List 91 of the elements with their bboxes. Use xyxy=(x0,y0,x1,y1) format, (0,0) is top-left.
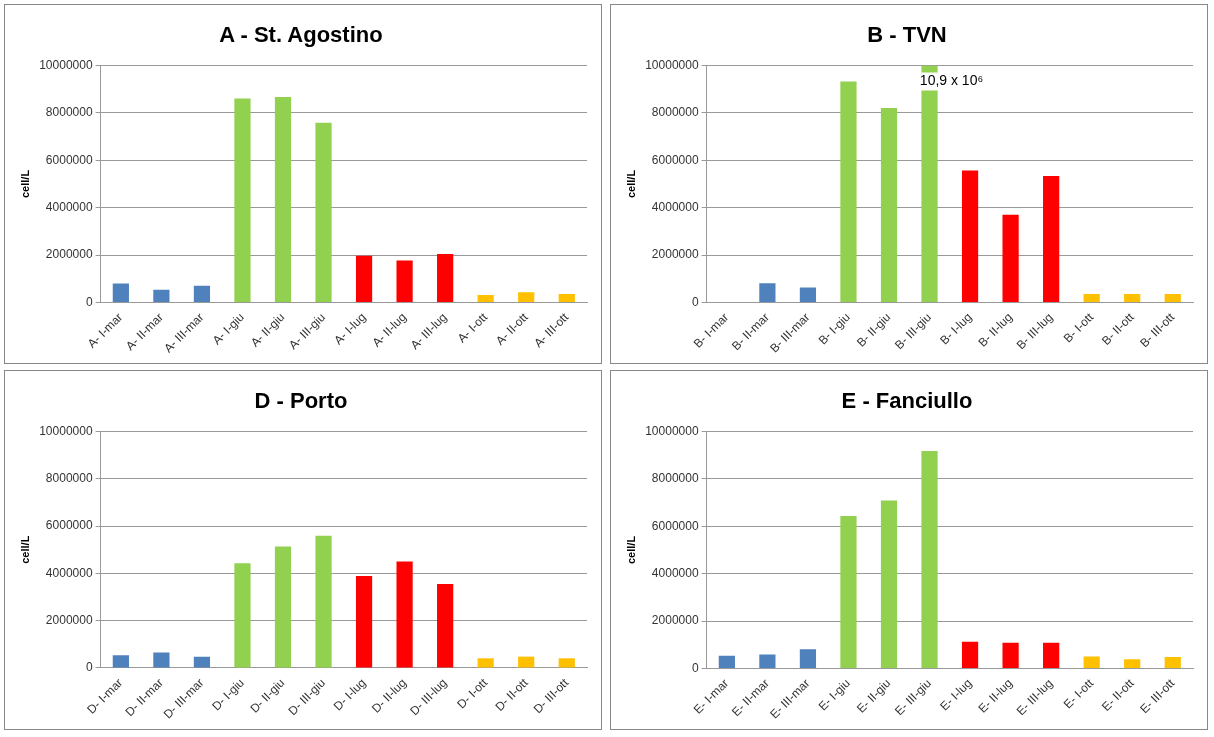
y-tick-label: 6000000 xyxy=(651,152,699,167)
bar xyxy=(234,98,251,302)
bar xyxy=(961,641,979,668)
y-tick-label: 4000000 xyxy=(651,565,699,580)
bar xyxy=(112,283,129,302)
y-axis-title: cell/L xyxy=(18,535,31,564)
y-tick-label: 2000000 xyxy=(651,613,699,628)
bar xyxy=(1002,642,1019,668)
x-tick-label: A- I-lug xyxy=(331,310,369,348)
x-tick-label: B- I-ott xyxy=(1060,309,1097,346)
chart-title: A - St. Agostino xyxy=(219,22,383,48)
bar xyxy=(193,656,211,668)
bar xyxy=(396,561,413,668)
bar xyxy=(759,654,776,668)
annotation: 10,9 x 10⁶ xyxy=(919,72,984,89)
bar xyxy=(112,655,129,668)
y-tick-label: 0 xyxy=(85,294,93,309)
bar xyxy=(355,255,373,302)
x-tick-label: E- I-giu xyxy=(815,676,853,714)
bar xyxy=(759,283,776,302)
bar xyxy=(234,563,251,668)
x-tick-label: A- I-ott xyxy=(454,309,491,346)
bar xyxy=(1043,176,1060,302)
bar xyxy=(961,170,979,302)
y-tick-label: 0 xyxy=(85,660,93,675)
bar xyxy=(1002,214,1019,302)
chart-title: B - TVN xyxy=(867,22,947,48)
bar xyxy=(718,655,735,668)
x-tick-label: D- I-lug xyxy=(330,675,369,714)
y-axis-title: cell/L xyxy=(18,169,31,198)
y-tick-label: 8000000 xyxy=(651,471,699,486)
chart-title: E - Fanciullo xyxy=(841,388,973,414)
bar xyxy=(840,516,857,668)
bar xyxy=(518,656,535,668)
bar xyxy=(274,546,292,668)
bar xyxy=(315,535,332,668)
bar xyxy=(1124,659,1141,668)
bar xyxy=(840,81,857,302)
bar xyxy=(1083,656,1100,668)
y-tick-label: 10000000 xyxy=(39,57,93,72)
x-tick-label: A- I-giu xyxy=(209,310,247,348)
y-tick-label: 6000000 xyxy=(651,518,699,533)
y-tick-label: 0 xyxy=(691,660,699,675)
y-tick-label: 8000000 xyxy=(45,471,93,486)
y-tick-label: 8000000 xyxy=(45,105,93,120)
x-tick-label: B- I-lug xyxy=(937,310,975,348)
x-tick-label: D- I-giu xyxy=(209,675,247,714)
y-axis-title: cell/L xyxy=(624,535,637,564)
bar xyxy=(153,289,170,302)
bar xyxy=(799,287,817,302)
bar xyxy=(921,451,938,668)
bar xyxy=(1164,293,1181,302)
y-tick-label: 4000000 xyxy=(45,199,93,214)
y-tick-label: 0 xyxy=(691,294,699,309)
y-tick-label: 4000000 xyxy=(45,565,93,580)
y-tick-label: 4000000 xyxy=(651,199,699,214)
bar xyxy=(880,108,898,302)
bar xyxy=(558,658,575,668)
y-tick-label: 8000000 xyxy=(651,105,699,120)
chart-title: D - Porto xyxy=(254,388,348,414)
bar xyxy=(437,584,454,668)
bar xyxy=(315,122,332,302)
bar xyxy=(396,260,413,302)
bar xyxy=(1124,293,1141,302)
bar xyxy=(1043,642,1060,668)
bar xyxy=(880,500,898,668)
bar xyxy=(477,294,494,302)
y-tick-label: 2000000 xyxy=(45,247,93,262)
bar xyxy=(518,292,535,302)
y-tick-label: 6000000 xyxy=(45,152,93,167)
y-tick-label: 10000000 xyxy=(645,423,699,438)
bar xyxy=(193,285,211,302)
bar xyxy=(274,96,292,302)
bar xyxy=(558,293,575,302)
x-tick-label: B- I-giu xyxy=(815,310,853,348)
bar xyxy=(477,658,494,668)
y-tick-label: 10000000 xyxy=(645,57,699,72)
bar xyxy=(153,652,170,668)
y-tick-label: 2000000 xyxy=(45,612,93,627)
bar xyxy=(437,254,454,302)
x-tick-label: D- I-ott xyxy=(454,675,491,712)
bar xyxy=(1083,293,1100,302)
y-axis-title: cell/L xyxy=(624,169,637,198)
bar xyxy=(799,649,817,668)
y-tick-label: 6000000 xyxy=(45,518,93,533)
y-tick-label: 2000000 xyxy=(651,247,699,262)
x-tick-label: E- I-lug xyxy=(937,676,975,714)
x-tick-label: E- I-ott xyxy=(1060,675,1097,712)
y-tick-label: 10000000 xyxy=(39,423,93,438)
bar xyxy=(355,575,373,668)
bar xyxy=(1164,657,1181,668)
